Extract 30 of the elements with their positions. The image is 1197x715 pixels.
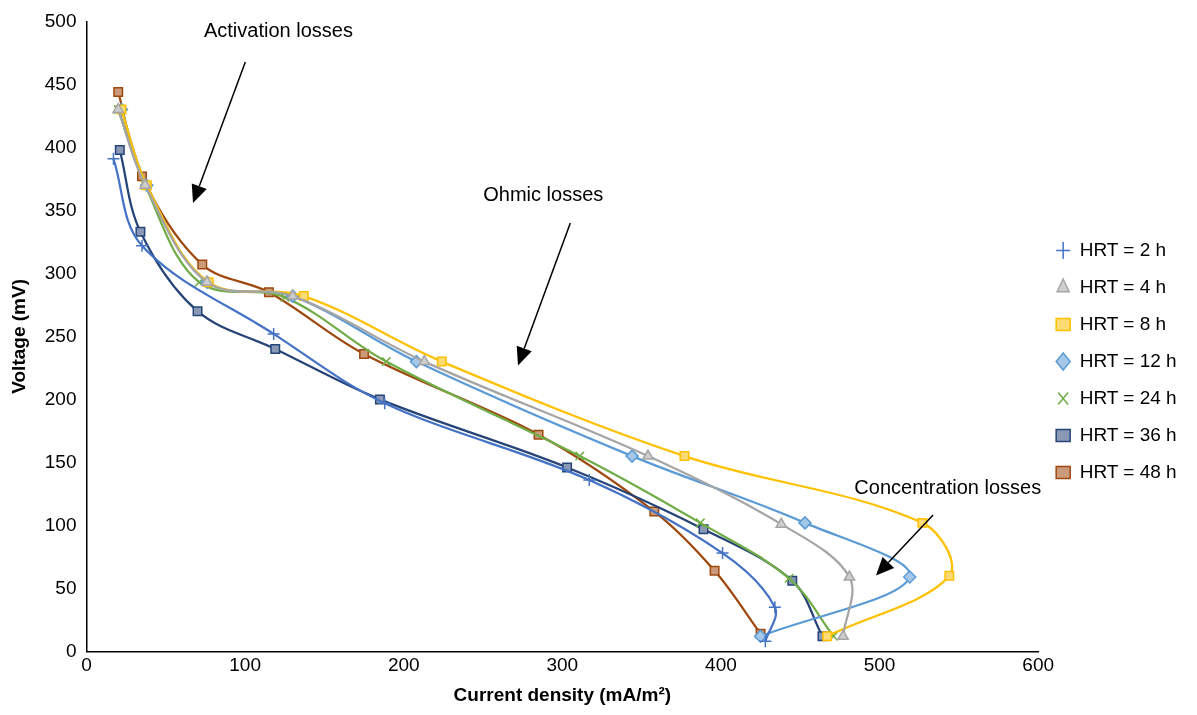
y-tick-label: 500 xyxy=(44,9,77,31)
annotation: Concentration losses xyxy=(854,476,1042,499)
x-tick-label: 0 xyxy=(81,654,92,676)
y-tick-label: 350 xyxy=(44,198,77,220)
x-tick-label: 200 xyxy=(387,654,420,676)
y-tick-label: 0 xyxy=(65,639,77,661)
annotation: Activation losses xyxy=(203,19,353,41)
y-tick-label: 450 xyxy=(44,72,77,94)
legend-label: HRT = 24 h xyxy=(1079,386,1177,408)
legend-label: HRT = 4 h xyxy=(1079,275,1167,297)
legend-label: HRT = 36 h xyxy=(1079,423,1177,445)
x-axis-title: Current density (mA/m²) xyxy=(453,683,672,705)
y-tick-label: 50 xyxy=(55,576,77,598)
y-tick-label: 300 xyxy=(44,261,77,283)
legend-label: HRT = 48 h xyxy=(1079,460,1177,482)
y-tick-label: 200 xyxy=(44,387,77,409)
x-tick-label: 500 xyxy=(863,654,896,676)
legend-label: HRT = 8 h xyxy=(1079,312,1167,334)
x-tick-label: 300 xyxy=(546,654,579,676)
y-tick-label: 400 xyxy=(44,135,77,157)
x-tick-label: 100 xyxy=(229,654,261,676)
x-tick-label: 600 xyxy=(1022,654,1055,676)
x-tick-label: 400 xyxy=(705,654,737,676)
y-axis-title: Voltage (mV) xyxy=(7,279,29,394)
legend-label: HRT = 2 h xyxy=(1079,238,1167,260)
y-tick-label: 150 xyxy=(44,450,77,472)
y-tick-label: 100 xyxy=(44,513,77,535)
annotation: Ohmic losses xyxy=(483,182,604,205)
legend-label: HRT = 12 h xyxy=(1079,349,1177,371)
y-tick-label: 250 xyxy=(44,324,77,346)
